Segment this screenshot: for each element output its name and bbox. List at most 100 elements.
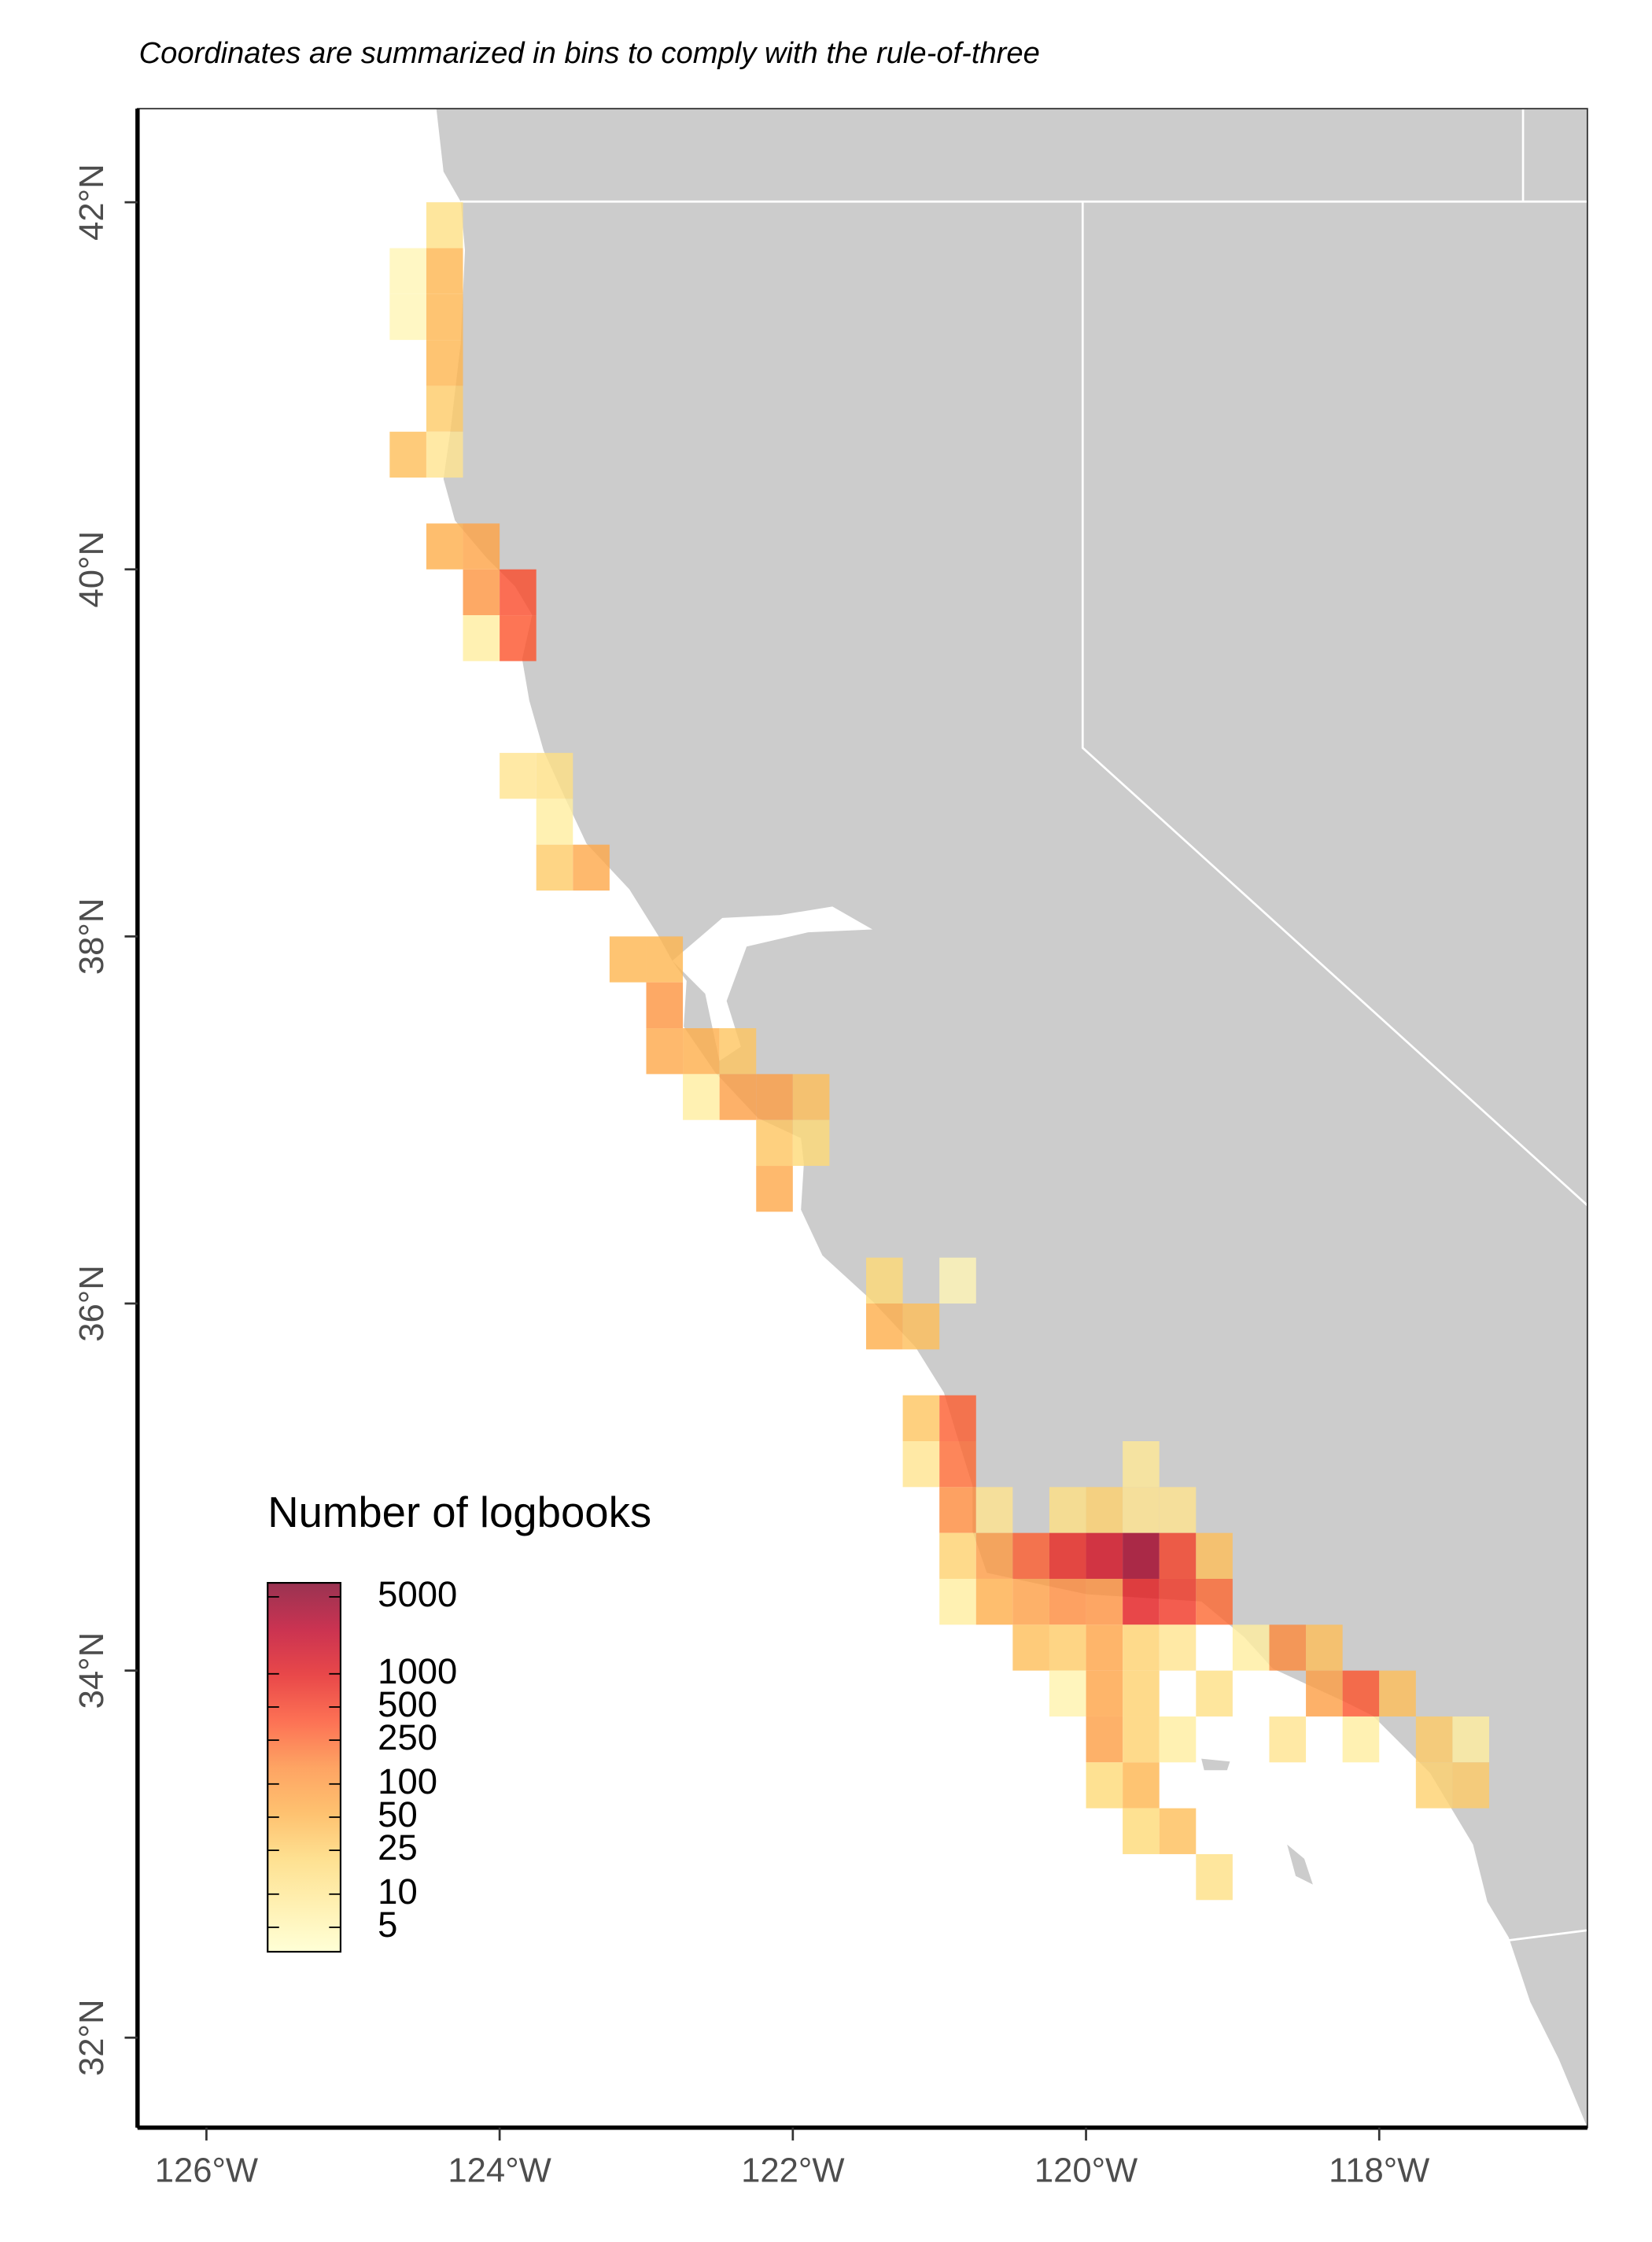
legend-label: 100 — [378, 1761, 437, 1801]
bin-cell — [1012, 1532, 1049, 1579]
bin-cell — [1159, 1808, 1197, 1854]
island — [1287, 1844, 1313, 1885]
bin-cell — [1159, 1624, 1197, 1671]
bin-cell — [902, 1440, 940, 1488]
bin-cell — [866, 1304, 903, 1350]
bin-cell — [1049, 1487, 1086, 1533]
bin-cell — [1086, 1624, 1123, 1671]
bin-cell — [902, 1304, 940, 1350]
bin-cell — [426, 202, 463, 249]
bin-cell — [683, 1028, 720, 1075]
bin-cell — [1086, 1762, 1123, 1809]
bin-cell — [426, 523, 463, 570]
bin-cell — [719, 1028, 757, 1075]
bin-cell — [792, 1074, 830, 1120]
bin-cell — [1452, 1762, 1490, 1809]
x-tick-label: 118°W — [1329, 2152, 1430, 2190]
y-tick-label: 32°N — [73, 2000, 111, 2076]
x-tick-label: 126°W — [155, 2152, 259, 2190]
legend-label: 1000 — [378, 1651, 457, 1691]
bin-cell — [426, 340, 463, 386]
bin-cell — [1123, 1670, 1160, 1717]
colorbar — [267, 1581, 342, 1953]
legend-label: 500 — [378, 1684, 437, 1724]
bin-cell — [1415, 1716, 1453, 1763]
bin-cell — [683, 1074, 720, 1120]
bin-cell — [1159, 1578, 1197, 1625]
bin-cell — [463, 523, 500, 570]
axes: 126°W 124°W 122°W 120°W 118°W 32°N 34°N 36°N 38°… — [73, 108, 1588, 2190]
y-tick-label: 42°N — [73, 164, 111, 240]
bin-cell — [426, 385, 463, 432]
cells — [389, 202, 1490, 1901]
bin-cell — [1196, 1532, 1233, 1579]
bin-cell — [939, 1578, 976, 1625]
bin-cell — [1086, 1487, 1123, 1533]
bin-cell — [1049, 1624, 1086, 1671]
bin-cell — [1196, 1670, 1233, 1717]
bin-cell — [1012, 1578, 1049, 1625]
bin-cell — [1123, 1578, 1160, 1625]
basemap — [436, 109, 1587, 2128]
bin-cell — [1049, 1670, 1086, 1717]
bin-cell — [1415, 1762, 1453, 1809]
bin-cell — [463, 615, 500, 662]
bin-cell — [500, 569, 537, 616]
bin-cell — [1086, 1578, 1123, 1625]
bin-cell — [646, 982, 684, 1029]
y-tick-label: 36°N — [73, 1265, 111, 1341]
bay — [672, 906, 873, 1061]
bin-cell — [975, 1532, 1013, 1579]
bin-cell — [756, 1166, 793, 1212]
bin-cell — [1452, 1716, 1490, 1763]
bin-cell — [1379, 1670, 1416, 1717]
bin-cell — [609, 936, 647, 983]
legend-title: Number of logbooks — [267, 1488, 651, 1536]
bin-cell — [1342, 1716, 1380, 1763]
bin-cell — [500, 615, 537, 662]
bin-cell — [536, 753, 573, 799]
bin-cell — [1123, 1440, 1160, 1488]
bin-cell — [1086, 1532, 1123, 1579]
bin-cell — [500, 753, 537, 799]
bin-cell — [1049, 1532, 1086, 1579]
bin-cell — [426, 431, 463, 478]
mexico-border — [1508, 1929, 1587, 1941]
bin-cell — [756, 1119, 793, 1167]
bin-cell — [426, 248, 463, 294]
bin-cell — [1342, 1670, 1380, 1717]
bin-cell — [646, 936, 684, 983]
y-tick-label: 40°N — [73, 531, 111, 607]
bin-cell — [1269, 1716, 1307, 1763]
bin-cell — [1196, 1853, 1233, 1901]
bin-cell — [1086, 1716, 1123, 1763]
bin-cell — [536, 844, 573, 891]
bin-cell — [1049, 1578, 1086, 1625]
bin-cell — [792, 1119, 830, 1167]
bin-cell — [389, 431, 426, 478]
bin-cell — [756, 1074, 793, 1120]
bin-cell — [939, 1257, 976, 1304]
x-tick-label: 120°W — [1034, 2152, 1138, 2190]
bin-cell — [1123, 1716, 1160, 1763]
bin-cell — [389, 248, 426, 294]
bin-cell — [1159, 1487, 1197, 1533]
bin-cell — [975, 1578, 1013, 1625]
y-tick-label: 34°N — [73, 1632, 111, 1709]
bin-cell — [1012, 1624, 1049, 1671]
legend-label: 10 — [378, 1871, 418, 1912]
bin-cell — [1123, 1532, 1160, 1579]
bin-cell — [536, 798, 573, 845]
bin-cell — [939, 1440, 976, 1488]
land — [436, 109, 1587, 2128]
island — [1201, 1758, 1230, 1771]
bin-cell — [646, 1028, 684, 1075]
state-borders — [460, 109, 1587, 1941]
x-tick-label: 124°W — [448, 2152, 551, 2190]
bin-cell — [939, 1395, 976, 1441]
bin-cell — [389, 293, 426, 341]
y-tick-label: 38°N — [73, 898, 111, 975]
bin-cell — [426, 293, 463, 341]
